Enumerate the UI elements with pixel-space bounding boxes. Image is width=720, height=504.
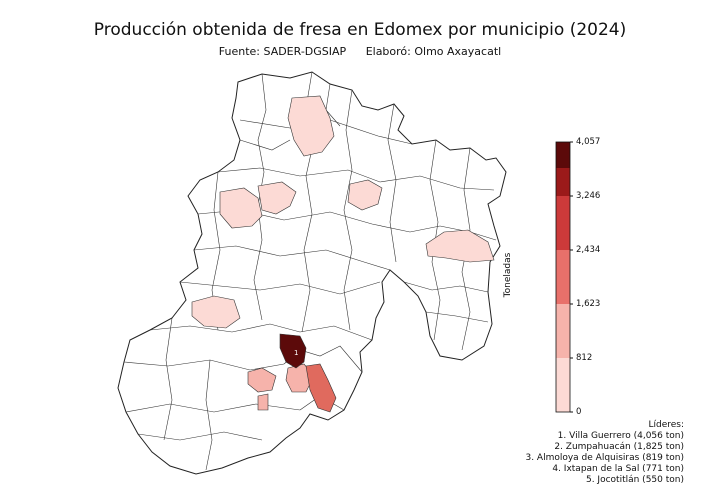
- author-label: Elaboró: Olmo Axayacatl: [365, 45, 502, 58]
- municipality-zumpahuacan: [305, 363, 337, 413]
- municipality-villa-guerrero: [279, 333, 307, 369]
- colorbar-tick-2: 1,623: [576, 299, 601, 309]
- source-label: Fuente: SADER-DGSIAP: [218, 45, 347, 58]
- map-title: Producción obtenida de fresa en Edomex p…: [93, 20, 627, 40]
- municipality-jocotitlan: [219, 187, 263, 229]
- municipality-east: [425, 229, 495, 263]
- municipality-southwest: [191, 295, 241, 329]
- leader-item: 1. Villa Guerrero (4,056 ton): [557, 431, 684, 441]
- colorbar-tick-1: 812: [576, 353, 593, 363]
- colorbar-title: Toneladas: [503, 252, 513, 298]
- colorbar-tick-5: 4,057: [576, 137, 601, 147]
- municipality-west-2: [257, 181, 297, 215]
- colorbar-tick-4: 3,246: [576, 191, 601, 201]
- colorbar-tick-0: 0: [576, 407, 582, 417]
- colorbar-tick-3: 2,434: [576, 245, 601, 255]
- leader-item: 3. Almoloya de Alquisiras (819 ton): [525, 453, 684, 463]
- leaders-list: Líderes: 1. Villa Guerrero (4,056 ton) 2…: [525, 420, 684, 486]
- municipality-almoloya-alquisiras: [247, 367, 277, 393]
- map-subtitle: Fuente: SADER-DGSIAP Elaboró: Olmo Axaya…: [0, 45, 720, 58]
- leader-item: 2. Zumpahuacán (1,825 ton): [554, 442, 684, 452]
- municipality-almoloya-south: [257, 393, 269, 411]
- leader-item: 4. Ixtapan de la Sal (771 ton): [552, 464, 684, 474]
- municipality-north-east: [347, 179, 383, 211]
- municipality-north-1: [287, 95, 335, 157]
- rank-label-1: 1: [294, 349, 298, 357]
- state-outline: [117, 71, 507, 475]
- shaded-municipalities: [191, 95, 495, 413]
- colorbar: [555, 141, 573, 413]
- leader-item: 5. Jocotitlán (550 ton): [585, 475, 684, 485]
- leaders-heading: Líderes:: [648, 420, 684, 430]
